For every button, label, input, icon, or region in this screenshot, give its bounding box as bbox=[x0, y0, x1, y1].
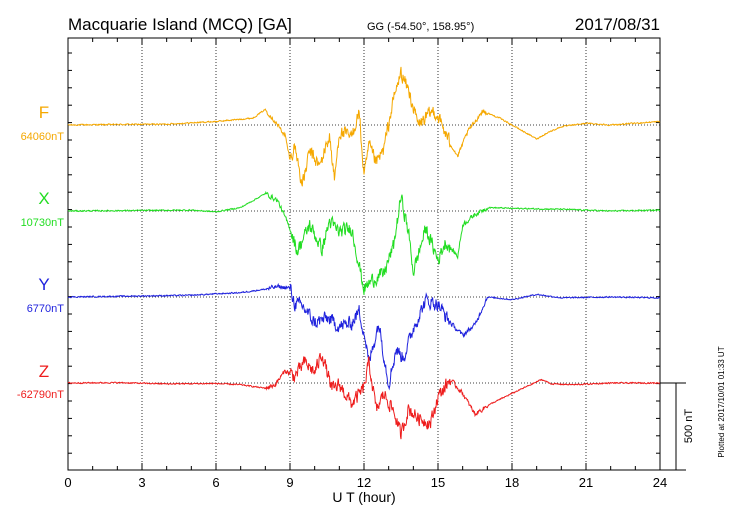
station-title: Macquarie Island (MCQ) [GA] bbox=[68, 15, 292, 34]
series-line-f bbox=[67, 66, 661, 187]
coordinates-label: GG (-54.50°, 158.95°) bbox=[367, 21, 474, 33]
series-name-f: F bbox=[39, 103, 49, 122]
x-tick-label: 12 bbox=[357, 475, 371, 490]
series-name-y: Y bbox=[38, 275, 49, 294]
date-label: 2017/08/31 bbox=[575, 15, 660, 34]
series-line-z bbox=[67, 352, 661, 440]
x-tick-label: 0 bbox=[64, 475, 71, 490]
x-axis-label: U T (hour) bbox=[332, 489, 395, 505]
series-lines bbox=[67, 66, 661, 440]
series-baseline-value-z: -62790nT bbox=[17, 389, 64, 401]
series-line-x bbox=[67, 190, 661, 296]
x-tick-labels: 0 3 6 9 12 15 18 21 24 bbox=[64, 475, 667, 490]
series-labels: F 64060nT X 10730nT Y 6770nT Z -62790nT bbox=[17, 103, 64, 401]
x-tick-label: 24 bbox=[653, 475, 667, 490]
series-baseline-value-f: 64060nT bbox=[21, 131, 65, 143]
x-tick-label: 21 bbox=[579, 475, 593, 490]
grid-lines bbox=[141, 38, 587, 470]
axis-ticks bbox=[67, 38, 661, 470]
x-tick-label: 3 bbox=[138, 475, 145, 490]
x-tick-label: 6 bbox=[212, 475, 219, 490]
series-line-y bbox=[67, 282, 661, 391]
x-tick-label: 15 bbox=[431, 475, 445, 490]
scale-bar-label: 500 nT bbox=[683, 409, 695, 444]
x-tick-label: 9 bbox=[286, 475, 293, 490]
series-baseline-value-y: 6770nT bbox=[27, 303, 65, 315]
x-tick-label: 18 bbox=[505, 475, 519, 490]
series-name-x: X bbox=[38, 189, 49, 208]
plotted-timestamp: Plotted at 2017/10/01 01:33 UT bbox=[717, 346, 726, 457]
series-name-z: Z bbox=[39, 362, 49, 381]
series-baseline-value-x: 10730nT bbox=[21, 217, 65, 229]
